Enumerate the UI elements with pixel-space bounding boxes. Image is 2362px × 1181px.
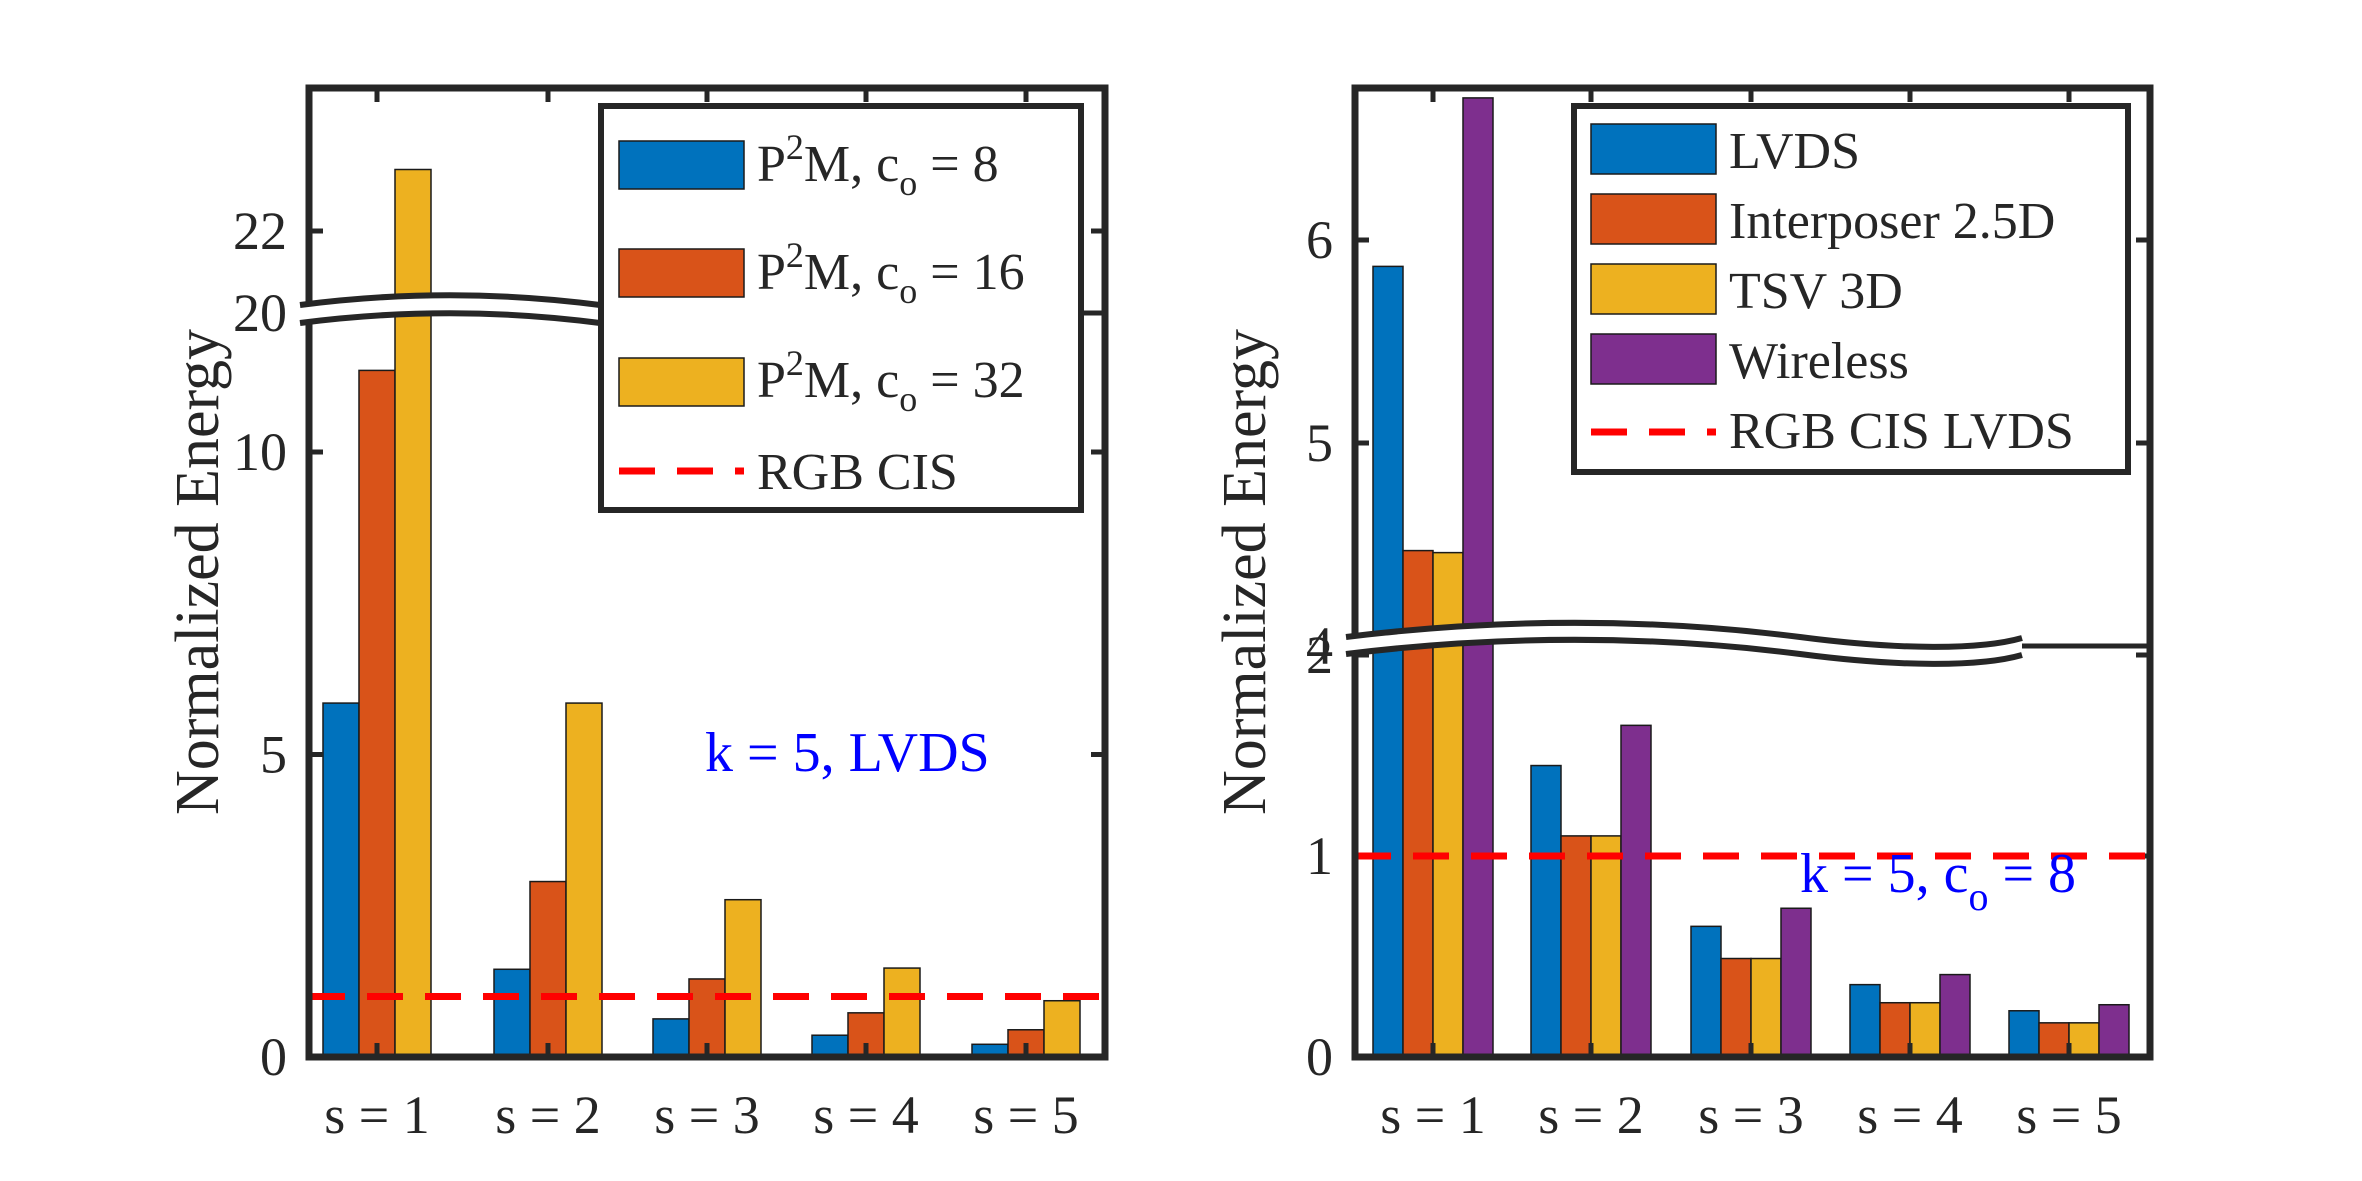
right-bar-series4-5 [2098, 1003, 2130, 1058]
left-bar-series3-2 [565, 702, 603, 1058]
left-ytick-label: 10 [233, 422, 287, 482]
left-legend-label-3: P2M, co = 32 [757, 343, 1025, 419]
right-ytick-label: 4 [1306, 616, 1333, 676]
left-yticks: 0 5 10 20 22 [233, 201, 1105, 1087]
right-legend-swatch-1 [1590, 123, 1717, 175]
left-legend-swatch-2 [618, 248, 745, 298]
right-xtick-label: s = 4 [1857, 1085, 1962, 1145]
right-bar-series4-2 [1620, 724, 1652, 1058]
right-annotation: k = 5, co = 8 [1800, 843, 2076, 919]
right-y-axis-label: Normalized Energy [1211, 329, 1279, 815]
right-bar-series3-2 [1590, 835, 1622, 1058]
right-bar-series3-3 [1750, 957, 1782, 1058]
right-xtick-label: s = 1 [1380, 1085, 1485, 1145]
right-bar-series1-4 [1849, 983, 1881, 1058]
right-bar-series1-5 [2008, 1010, 2040, 1058]
right-xtick-label: s = 5 [2016, 1085, 2121, 1145]
right-bar-series4-4 [1939, 973, 1971, 1058]
left-bar-series3-3 [724, 898, 762, 1058]
right-legend-label-3: TSV 3D [1729, 263, 1903, 320]
left-bar-series3-4 [883, 967, 921, 1058]
left-annotation: k = 5, LVDS [705, 722, 990, 784]
right-xticks: s = 1 s = 2 s = 3 s = 4 s = 5 [1380, 88, 2122, 1145]
left-bar-series3-5 [1043, 999, 1081, 1058]
left-bar-series1-1 [322, 702, 360, 1058]
left-xticks: s = 1 s = 2 s = 3 s = 4 s = 5 [324, 88, 1079, 1145]
right-legend-label-2: Interposer 2.5D [1729, 193, 2055, 250]
left-legend-swatch-3 [618, 357, 745, 407]
right-bar-series4-1 [1462, 97, 1494, 1058]
left-legend-label-2: P2M, co = 16 [757, 235, 1025, 311]
right-bars [1372, 97, 2130, 1058]
right-bar-series1-2 [1530, 764, 1562, 1058]
right-legend: LVDS Interposer 2.5D TSV 3D Wireless RGB… [1571, 103, 2131, 475]
right-bar-series2-3 [1720, 957, 1752, 1058]
right-bar-series3-4 [1909, 1001, 1941, 1058]
left-bars [322, 168, 1081, 1058]
left-xtick-label: s = 4 [813, 1085, 918, 1145]
left-bar-series3-1 [394, 168, 432, 1058]
left-bar-series2-1 [358, 369, 396, 1058]
right-bar-series2-5 [2038, 1022, 2070, 1058]
left-ytick-label: 5 [260, 725, 287, 785]
right-axes-box [1351, 84, 2154, 1061]
right-bar-series2-4 [1879, 1001, 1911, 1058]
right-xtick-label: s = 3 [1698, 1085, 1803, 1145]
right-legend-label-1: LVDS [1729, 123, 1860, 180]
left-legend: P2M, co = 8 P2M, co = 16 P2M, co = 32 RG… [598, 103, 1084, 513]
left-ytick-label: 20 [233, 283, 287, 343]
right-bar-series4-3 [1780, 907, 1812, 1058]
right-legend-swatch-2 [1590, 193, 1717, 245]
chart-right: 0 1 24 5 6 s = 1 s = 2 s = 3 s = 4 s = 5 Normali… [1211, 84, 2154, 1145]
right-ytick-label: 1 [1306, 826, 1333, 886]
left-ytick-label: 0 [260, 1027, 287, 1087]
right-legend-label-4: Wireless [1729, 333, 1909, 390]
right-ytick-label: 6 [1306, 210, 1333, 270]
right-legend-swatch-3 [1590, 263, 1717, 315]
right-ytick-label: 2 [1306, 625, 1333, 685]
left-legend-label-1: P2M, co = 8 [757, 127, 999, 203]
left-axes-box [305, 84, 1109, 1061]
right-bar-series2-2 [1560, 835, 1592, 1058]
left-legend-label-4: RGB CIS [757, 444, 958, 501]
chart-left: 0 5 10 20 22 s = 1 s = 2 s = 3 s = 4 s = 5 Norma… [164, 84, 1109, 1145]
left-bar-series2-2 [529, 880, 567, 1058]
right-legend-label-5: RGB CIS LVDS [1729, 403, 2074, 460]
left-xtick-label: s = 5 [973, 1085, 1078, 1145]
left-xtick-label: s = 2 [495, 1085, 600, 1145]
left-ytick-label: 22 [233, 201, 287, 261]
left-xtick-label: s = 3 [654, 1085, 759, 1145]
left-bar-series1-2 [493, 968, 531, 1058]
left-legend-swatch-1 [618, 140, 745, 190]
left-xtick-label: s = 1 [324, 1085, 429, 1145]
right-ytick-label: 0 [1306, 1027, 1333, 1087]
right-bar-series1-3 [1690, 925, 1722, 1058]
left-y-axis-label: Normalized Energy [164, 329, 232, 815]
right-axis-break [1345, 619, 2150, 667]
right-bar-series3-5 [2068, 1022, 2100, 1058]
right-xtick-label: s = 2 [1538, 1085, 1643, 1145]
right-ytick-label: 5 [1306, 413, 1333, 473]
left-bar-series1-3 [652, 1018, 690, 1058]
right-bar-series1-1 [1372, 265, 1404, 1058]
right-legend-swatch-4 [1590, 333, 1717, 385]
